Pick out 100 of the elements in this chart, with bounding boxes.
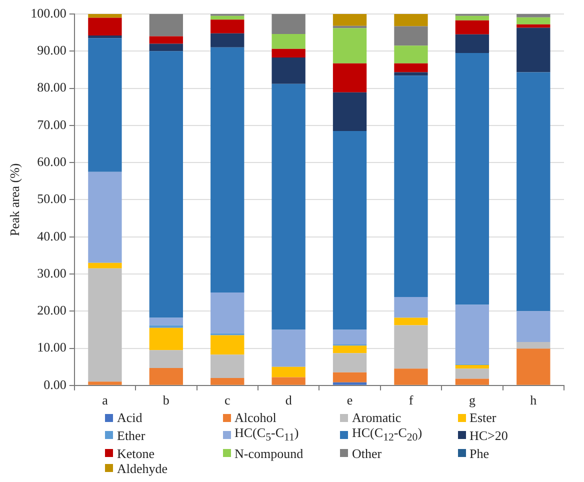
bar bbox=[455, 16, 490, 20]
bar bbox=[455, 304, 490, 364]
legend-label: N-compound bbox=[234, 446, 304, 461]
bar bbox=[210, 47, 244, 293]
bar bbox=[210, 378, 244, 385]
bar bbox=[149, 368, 183, 385]
bar bbox=[149, 350, 183, 368]
bar bbox=[88, 18, 122, 36]
bar bbox=[394, 63, 428, 72]
y-tick-label: 40.00 bbox=[37, 228, 66, 244]
bar bbox=[272, 366, 306, 378]
bar bbox=[88, 172, 122, 263]
bar bbox=[516, 342, 550, 349]
bar bbox=[394, 297, 428, 318]
y-tick-label: 10.00 bbox=[37, 340, 66, 355]
legend-label: Aldehyde bbox=[117, 460, 168, 476]
y-axis-title: Peak area (%) bbox=[7, 163, 22, 236]
bar bbox=[88, 14, 122, 18]
bar bbox=[516, 17, 550, 24]
y-tick-label: 30.00 bbox=[37, 265, 66, 280]
y-tick-label: 20.00 bbox=[37, 302, 66, 318]
y-tick-label: 90.00 bbox=[37, 42, 66, 58]
x-tick-label: c bbox=[224, 392, 230, 408]
x-tick-label: e bbox=[346, 392, 353, 408]
bar bbox=[272, 84, 306, 330]
bar bbox=[149, 36, 183, 44]
bar bbox=[272, 57, 306, 84]
legend-label: Ester bbox=[470, 410, 496, 425]
bar bbox=[210, 354, 244, 378]
bar bbox=[210, 16, 244, 20]
legend-label: Ketone bbox=[117, 446, 155, 461]
bar bbox=[455, 52, 490, 305]
bar bbox=[210, 335, 244, 355]
bar bbox=[455, 20, 490, 34]
bar bbox=[332, 382, 367, 385]
bar bbox=[332, 353, 367, 372]
bar bbox=[516, 311, 550, 342]
legend-label: Aromatic bbox=[352, 410, 402, 425]
bar bbox=[516, 72, 550, 312]
x-tick-label: d bbox=[285, 392, 292, 408]
bar bbox=[88, 36, 122, 38]
x-tick-label: g bbox=[468, 392, 476, 408]
bar bbox=[210, 33, 244, 48]
bar bbox=[272, 330, 306, 367]
x-tick-label: h bbox=[530, 392, 538, 408]
bar bbox=[272, 48, 306, 58]
bar bbox=[332, 330, 367, 345]
bar bbox=[210, 292, 244, 334]
x-tick-label: a bbox=[102, 392, 108, 408]
y-tick-label: 100.00 bbox=[30, 5, 66, 20]
bar bbox=[88, 262, 122, 268]
legend-label: Ether bbox=[117, 428, 146, 443]
bar bbox=[149, 14, 183, 36]
legend-label: Phe bbox=[470, 446, 489, 461]
bar bbox=[516, 14, 550, 18]
bar bbox=[332, 346, 367, 354]
bar bbox=[455, 34, 490, 53]
bar bbox=[149, 51, 183, 318]
bar bbox=[394, 76, 428, 298]
bar bbox=[394, 26, 428, 46]
bar bbox=[88, 268, 122, 382]
legend-label: Other bbox=[352, 446, 382, 461]
bar bbox=[394, 14, 428, 26]
bar bbox=[88, 38, 122, 172]
bar bbox=[149, 44, 183, 52]
bar bbox=[455, 378, 490, 385]
bar bbox=[455, 368, 490, 379]
bar bbox=[332, 28, 367, 64]
bar bbox=[332, 14, 367, 26]
bar bbox=[88, 382, 122, 385]
x-tick-label: f bbox=[408, 392, 414, 408]
bar bbox=[394, 46, 428, 64]
legend-label: HC>20 bbox=[470, 428, 508, 443]
bar bbox=[455, 364, 490, 369]
x-tick-label: b bbox=[162, 392, 170, 408]
bar bbox=[394, 325, 428, 369]
bar bbox=[210, 20, 244, 34]
bar bbox=[149, 325, 183, 328]
bar bbox=[272, 14, 306, 34]
bar bbox=[272, 34, 306, 49]
y-tick-label: 80.00 bbox=[37, 80, 66, 95]
legend-label: Alcohol bbox=[234, 410, 276, 425]
bar bbox=[332, 130, 367, 330]
y-tick-label: 50.00 bbox=[37, 191, 66, 206]
bar bbox=[149, 328, 183, 350]
legend-label: Acid bbox=[117, 410, 142, 425]
y-tick-label: 0.00 bbox=[44, 376, 66, 392]
bar bbox=[332, 372, 367, 382]
bar bbox=[149, 318, 183, 326]
bar bbox=[394, 318, 428, 326]
bar bbox=[516, 28, 550, 72]
bar bbox=[332, 63, 367, 92]
bar bbox=[394, 368, 428, 385]
bar bbox=[272, 377, 306, 385]
bar bbox=[516, 348, 550, 385]
y-tick-label: 70.00 bbox=[37, 116, 66, 132]
bar bbox=[394, 72, 428, 76]
legend-label: HC(C$_{5}$-C$_{11}$) bbox=[234, 425, 299, 446]
bar bbox=[332, 92, 367, 131]
legend-label: HC(C$_{12}$-C$_{20}$) bbox=[352, 425, 422, 446]
